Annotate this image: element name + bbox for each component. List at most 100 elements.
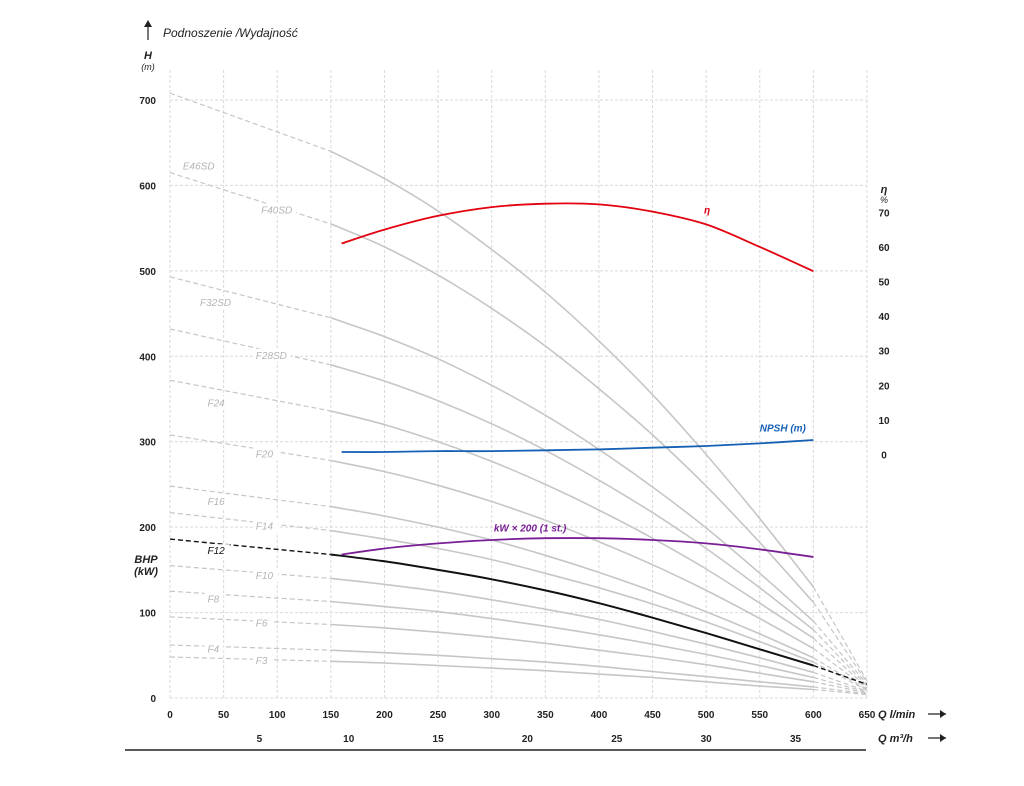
curve-f4-start (169, 644, 331, 651)
curve-label-bg (252, 616, 272, 630)
axes: 0 100 200 300 400 500 600 700 H(m) BHP(kW) 0 10 20 30… (125, 50, 946, 751)
curve-e46sd (330, 150, 815, 588)
y-tick-label: 100 (139, 609, 156, 620)
curve-f16-end (813, 657, 868, 691)
x2-tick-label: 35 (790, 734, 802, 745)
eta-tick-label: 60 (878, 243, 890, 254)
eta-axis-unit: % (880, 195, 888, 205)
efficiency-curve (341, 202, 814, 273)
curve-f28sd-end (812, 629, 868, 687)
eta-tick-label: 20 (878, 381, 890, 392)
curve-f28sd-start (169, 328, 331, 366)
curve-f8-end (813, 676, 868, 693)
eta-tick-label: 10 (878, 416, 890, 427)
y-tick-label: 300 (139, 438, 156, 449)
characteristic-curves (341, 202, 814, 558)
curve-label-bg (252, 348, 291, 362)
curve-e46sd-end (812, 586, 868, 682)
y-tick-label: 600 (139, 181, 156, 192)
eta-tick-label: 40 (878, 312, 890, 323)
curve-label-f3: F3 (256, 656, 268, 667)
curve-f16 (330, 505, 814, 659)
chart-title: Podnoszenie /Wydajność (163, 26, 298, 40)
curve-f28sd (330, 364, 814, 631)
curve-f40sd (330, 223, 814, 603)
x2-tick-label: 25 (611, 734, 623, 745)
curve-f12-start (169, 538, 331, 556)
curve-f3-end (813, 688, 868, 696)
x-tick-label: 250 (430, 710, 447, 721)
x-tick-label: 350 (537, 710, 554, 721)
curve-f3 (330, 660, 814, 691)
curve-label-bg (179, 159, 218, 173)
x2-tick-label: 5 (257, 734, 263, 745)
y-axis-unit: (m) (141, 62, 155, 72)
x-tick-label: 200 (376, 710, 393, 721)
curve-f32sd-start (169, 276, 331, 319)
curve-f10-end (813, 671, 868, 692)
curve-f40sd-start (169, 172, 331, 225)
grid (169, 70, 868, 699)
x-tick-label: 400 (591, 710, 608, 721)
curve-label-bg (204, 396, 230, 410)
power-label: kW × 200 (1 st.) (494, 523, 567, 534)
curve-label-bg (252, 447, 278, 461)
curve-f24-start (169, 379, 331, 412)
curve-f24 (330, 410, 814, 639)
y-tick-label: 400 (139, 352, 156, 363)
curve-label-f40sd: F40SD (261, 205, 292, 216)
curve-f14-start (169, 512, 331, 532)
y-tick-label: 0 (150, 694, 156, 705)
x-axis-label: Q l/min (878, 709, 916, 721)
y-tick-label: 200 (139, 523, 156, 534)
y-axis-label: H (144, 50, 153, 62)
curve-label-f12: F12 (208, 546, 226, 557)
curve-f32sd-end (812, 620, 868, 685)
labels: E46SD F40SD F32SD F28SD F24 F20 F16 F14 F12 F10 F8… (144, 20, 807, 667)
curve-label-f4: F4 (208, 645, 220, 656)
curve-f12 (330, 553, 814, 667)
curve-label-f16: F16 (208, 497, 226, 508)
eta-tick-label: 30 (878, 347, 890, 358)
x-tick-label: 300 (483, 710, 500, 721)
curve-f3-start (169, 656, 331, 662)
eta-tick-label: 0 (881, 451, 887, 462)
curve-f40sd-end (812, 601, 868, 683)
x2-tick-label: 10 (343, 734, 355, 745)
curve-f4 (330, 649, 814, 688)
eta-axis-label: η (881, 184, 888, 196)
efficiency-label: η (704, 205, 710, 216)
x2-axis-label: Q m³/h (878, 733, 913, 745)
curve-e46sd-start (169, 92, 332, 152)
x2-tick-label: 30 (701, 734, 713, 745)
x-tick-label: 450 (644, 710, 661, 721)
curve-f6 (330, 623, 814, 683)
x-tick-label: 650 (859, 710, 876, 721)
curve-f8 (330, 600, 814, 679)
curve-label-f20: F20 (256, 449, 274, 460)
x-tick-label: 100 (269, 710, 286, 721)
y2-axis-label: BHP (134, 554, 158, 566)
eta-tick-label: 70 (878, 208, 890, 219)
x-tick-label: 500 (698, 710, 715, 721)
curve-label-f10: F10 (256, 571, 274, 582)
x-tick-label: 600 (805, 710, 822, 721)
curve-f6-start (169, 616, 331, 626)
curve-f24-end (812, 637, 868, 689)
curve-f10-start (169, 565, 331, 579)
eta-tick-label: 50 (878, 278, 890, 289)
curve-label-f28sd: F28SD (256, 351, 287, 362)
x-tick-label: 550 (751, 710, 768, 721)
y2-axis-unit: (kW) (134, 566, 158, 578)
curve-label-e46sd: E46SD (183, 162, 215, 173)
y-tick-label: 700 (139, 96, 156, 107)
x2-tick-label: 15 (433, 734, 445, 745)
curve-f20-start (169, 434, 331, 462)
curve-label-bg (204, 494, 230, 508)
npsh-label: NPSH (m) (760, 423, 807, 434)
curve-label-f6: F6 (256, 619, 268, 630)
up-arrow-icon (144, 20, 152, 27)
x-tick-label: 150 (323, 710, 340, 721)
